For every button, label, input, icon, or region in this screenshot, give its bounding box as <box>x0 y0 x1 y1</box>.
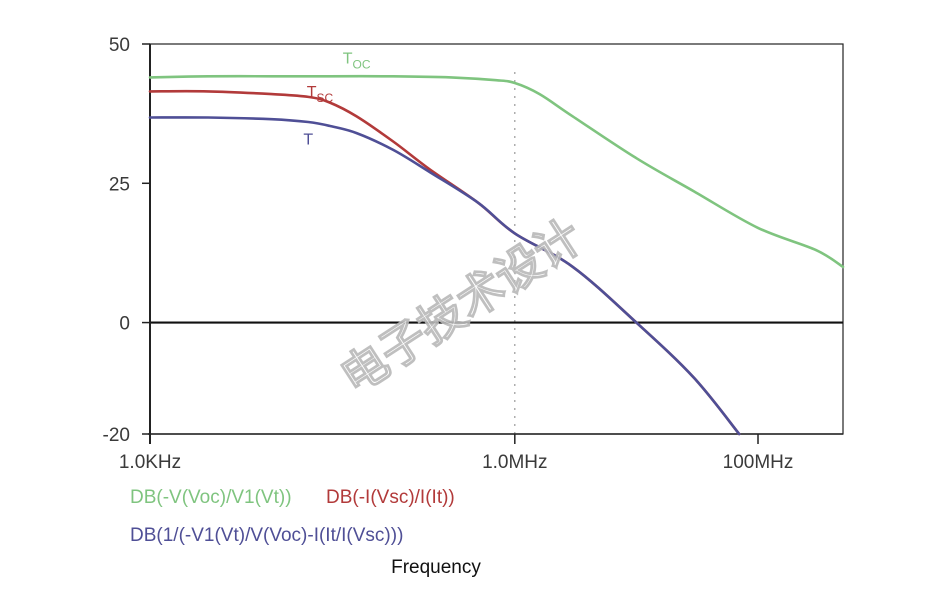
legend: DB(-V(Voc)/V1(Vt)) DB(-I(Vsc)/I(It)) DB(1/… <box>130 487 455 546</box>
x-tick-label: 100MHz <box>723 452 794 473</box>
series-annotation-1: TOC <box>343 51 371 72</box>
plot-border <box>149 43 844 435</box>
x-axis-label: Frequency <box>391 557 481 578</box>
y-tick-label: 0 <box>119 314 130 335</box>
legend-entry-1: DB(-V(Voc)/V1(Vt)) <box>130 487 292 508</box>
series-line-2 <box>148 89 741 436</box>
y-tick-label: -20 <box>103 425 130 446</box>
ticks: 50 25 0 -20 1.0KHz 1.0MHz 100MHz <box>103 35 794 473</box>
watermark: 电子技术设计 <box>331 209 592 405</box>
series-line-1 <box>148 74 845 269</box>
legend-entry-2: DB(-I(Vsc)/I(It)) <box>326 487 455 508</box>
series-layer <box>148 74 845 436</box>
axes <box>148 44 843 444</box>
series-annotation-3: T <box>303 131 313 148</box>
y-tick-label: 25 <box>109 174 130 195</box>
y-tick-label: 50 <box>109 35 130 56</box>
legend-entry-3: DB(1/(-V1(Vt)/V(Voc)-I(It/I(Vsc))) <box>130 525 403 546</box>
series-annotation-2: TSC <box>307 84 334 105</box>
x-tick-label: 1.0KHz <box>119 452 181 473</box>
annotations: TOC TSC T <box>303 51 371 149</box>
series-line-3 <box>148 116 741 436</box>
x-tick-label: 1.0MHz <box>482 452 547 473</box>
plot-frame <box>149 43 844 435</box>
